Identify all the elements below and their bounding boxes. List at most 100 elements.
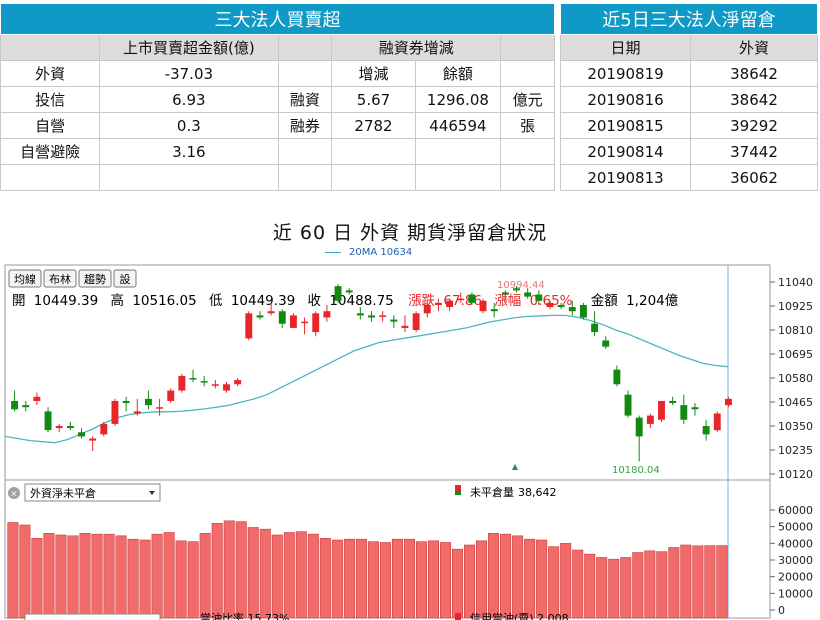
position-bar bbox=[644, 550, 656, 619]
candle bbox=[144, 390, 152, 410]
row-name: 自營 bbox=[0, 112, 101, 139]
settings-button[interactable] bbox=[113, 269, 137, 288]
amount-label: 金額 bbox=[591, 293, 618, 309]
col-margin-header: 融資券增減 bbox=[331, 34, 502, 61]
position-bar bbox=[139, 539, 151, 619]
trend-button[interactable] bbox=[78, 269, 112, 288]
col-date-header: 日期 bbox=[560, 34, 691, 61]
position-bar bbox=[439, 542, 452, 619]
candle bbox=[457, 292, 465, 303]
candle-body bbox=[669, 400, 677, 404]
ma-legend: 20MA 10634 bbox=[325, 247, 412, 258]
bottom-right-label: 信用當沖(賣) 2,008 bbox=[470, 611, 569, 620]
y-tick-label: 20000 bbox=[778, 571, 813, 584]
candle bbox=[591, 311, 599, 337]
y-tick-label: 40000 bbox=[778, 537, 813, 550]
position-bar bbox=[355, 538, 367, 619]
candle-body bbox=[468, 294, 476, 303]
close-icon[interactable] bbox=[8, 487, 20, 499]
candle bbox=[579, 302, 587, 320]
candle-body bbox=[22, 405, 30, 408]
position-bar bbox=[452, 548, 464, 619]
position-bar bbox=[55, 534, 67, 619]
candle bbox=[44, 407, 52, 433]
candle bbox=[256, 311, 264, 320]
ma-button[interactable] bbox=[8, 269, 42, 288]
candle-body bbox=[724, 398, 732, 406]
candle bbox=[111, 398, 119, 426]
candle bbox=[635, 415, 643, 462]
candle-body bbox=[490, 309, 498, 312]
candle-body bbox=[89, 438, 97, 441]
amount-value: 1,204億 bbox=[626, 293, 679, 309]
y-tick-label: 10120 bbox=[778, 468, 813, 481]
candle-body bbox=[379, 315, 387, 317]
candle bbox=[55, 423, 63, 433]
row-name: 外資 bbox=[0, 60, 101, 87]
candle-body bbox=[55, 426, 63, 429]
candle bbox=[334, 284, 342, 303]
position-bar bbox=[91, 533, 103, 619]
ma20-line bbox=[4, 314, 729, 444]
chg-label: 漲跌 bbox=[408, 293, 435, 309]
candle-body bbox=[557, 304, 565, 308]
candle bbox=[245, 311, 253, 341]
candle bbox=[546, 300, 554, 310]
candle bbox=[223, 382, 230, 393]
candle-body bbox=[78, 432, 85, 437]
bollinger-button-label: 布林 bbox=[49, 272, 71, 286]
candle bbox=[680, 394, 688, 424]
candle bbox=[11, 390, 19, 412]
candle-body bbox=[568, 307, 576, 312]
row-name: 投信 bbox=[0, 86, 101, 113]
candle-body bbox=[44, 411, 52, 431]
position-bar bbox=[319, 538, 331, 619]
candle bbox=[501, 290, 509, 301]
y-tick-label: 0 bbox=[778, 604, 785, 617]
close-value: 10488.75 bbox=[329, 293, 393, 309]
position-bar bbox=[31, 538, 43, 619]
position-bar bbox=[115, 535, 127, 619]
row-amount: 6.93 bbox=[99, 86, 279, 113]
candle bbox=[289, 313, 297, 328]
candle-body bbox=[301, 321, 309, 324]
candle bbox=[100, 421, 108, 437]
svg-text:×: × bbox=[10, 490, 18, 500]
candle bbox=[323, 304, 331, 322]
position-bar bbox=[343, 538, 355, 619]
position-bar bbox=[187, 541, 199, 619]
candle-body bbox=[624, 394, 632, 416]
upper-plot-frame bbox=[4, 264, 771, 481]
position-bar bbox=[175, 540, 187, 619]
candle bbox=[412, 311, 420, 333]
bollinger-button[interactable] bbox=[43, 269, 77, 288]
candle-body bbox=[635, 417, 643, 437]
table1-title: 三大法人買賣超 bbox=[0, 3, 555, 35]
candle bbox=[423, 300, 431, 318]
position-bar bbox=[199, 533, 211, 619]
open-value: 10449.39 bbox=[34, 293, 98, 309]
candle-body bbox=[713, 413, 721, 431]
y-tick-label: 10580 bbox=[778, 372, 813, 385]
candle-body bbox=[423, 304, 431, 314]
indicator-dropdown-2[interactable] bbox=[24, 613, 161, 620]
candle-body bbox=[535, 294, 543, 301]
candle-body bbox=[646, 415, 654, 424]
position-bar bbox=[620, 557, 632, 619]
row-date: 20190819 bbox=[560, 60, 691, 87]
candle bbox=[89, 436, 97, 452]
low-marker: 10180.04 bbox=[612, 465, 660, 476]
row-date: 20190814 bbox=[560, 138, 691, 165]
position-bar bbox=[19, 524, 31, 619]
candle-body bbox=[356, 313, 364, 316]
candle bbox=[557, 302, 565, 310]
candle bbox=[401, 315, 409, 333]
position-bar bbox=[548, 546, 560, 619]
position-bar bbox=[632, 552, 644, 619]
position-bar bbox=[259, 528, 271, 619]
indicator-dropdown[interactable] bbox=[24, 483, 161, 502]
candle bbox=[33, 392, 41, 406]
candle bbox=[513, 286, 520, 293]
candle bbox=[524, 288, 532, 299]
candle bbox=[66, 421, 74, 431]
